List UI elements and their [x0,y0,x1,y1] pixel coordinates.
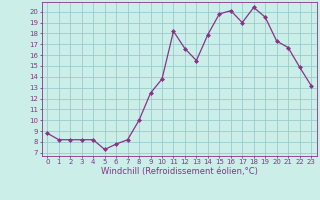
X-axis label: Windchill (Refroidissement éolien,°C): Windchill (Refroidissement éolien,°C) [101,167,258,176]
